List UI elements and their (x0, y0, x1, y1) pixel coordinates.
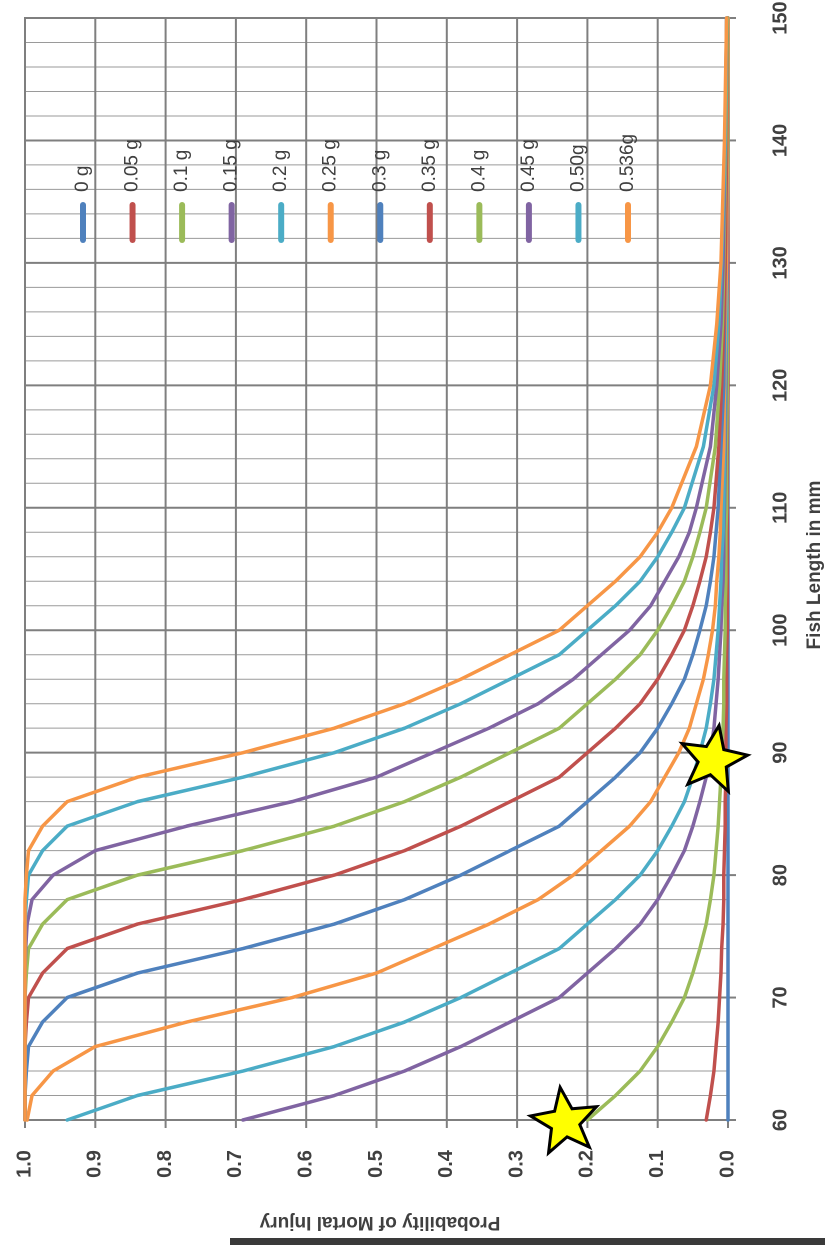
x-tick-label: 120 (769, 369, 791, 402)
x-tick-label: 140 (769, 124, 791, 157)
photo-edge (230, 1238, 825, 1245)
star-marker (678, 721, 752, 796)
y-tick-label: 0.7 (224, 1150, 246, 1178)
legend-label: 0.1 g (171, 150, 192, 192)
legend-label: 0.35 g (419, 139, 440, 192)
series-line (23, 16, 729, 1122)
y-tick-label: 0.4 (435, 1149, 457, 1178)
x-tick-label: 130 (769, 246, 791, 279)
x-axis-title: Fish Length in mm (804, 481, 825, 650)
x-tick-label: 80 (769, 864, 791, 886)
legend-label: 0.50g (567, 144, 588, 192)
y-tick-label: 0.9 (84, 1150, 106, 1178)
y-tick-label: 0.1 (646, 1150, 668, 1178)
legend-label: 0.3 g (369, 150, 390, 192)
y-tick-label: 0.6 (294, 1150, 316, 1178)
star-marker (526, 1083, 601, 1157)
x-tick-label: 110 (769, 492, 791, 524)
y-tick-label: 0.2 (576, 1150, 598, 1178)
series-line (23, 16, 730, 1122)
y-axis-title: Probability of Mortal Injury (259, 1212, 500, 1233)
legend-label: 0.25 g (320, 139, 341, 192)
legend-label: 0.4 g (468, 150, 489, 192)
legend-label: 0.15 g (221, 139, 242, 192)
legend-label: 0.2 g (270, 150, 291, 192)
legend-label: 0.45 g (518, 139, 539, 192)
grid (24, 17, 736, 1128)
curves (23, 16, 730, 1122)
y-tick-label: 0.0 (716, 1150, 738, 1178)
y-tick-label: 1.0 (13, 1150, 35, 1178)
x-tick-label: 100 (769, 614, 791, 647)
series-line (23, 16, 730, 1122)
star (526, 1083, 601, 1157)
series-line (25, 16, 730, 1122)
x-tick-label: 70 (769, 986, 791, 1008)
y-tick-label: 0.8 (154, 1150, 176, 1178)
labels: 60 70 80 90 100 110 120 130 140 150 0.0 0.1 0.2 0.3 0.… (13, 1, 791, 1178)
x-tick-label: 60 (769, 1109, 791, 1131)
y-tick-label: 0.5 (365, 1150, 387, 1178)
x-tick-label: 90 (769, 742, 791, 764)
y-tick-label: 0.3 (505, 1150, 527, 1178)
legend-label: 0.05 g (122, 139, 143, 192)
star (678, 721, 752, 796)
x-tick-label: 150 (769, 1, 791, 34)
legend-label: 0.536g (617, 134, 638, 192)
legend-label: 0 g (72, 166, 93, 192)
